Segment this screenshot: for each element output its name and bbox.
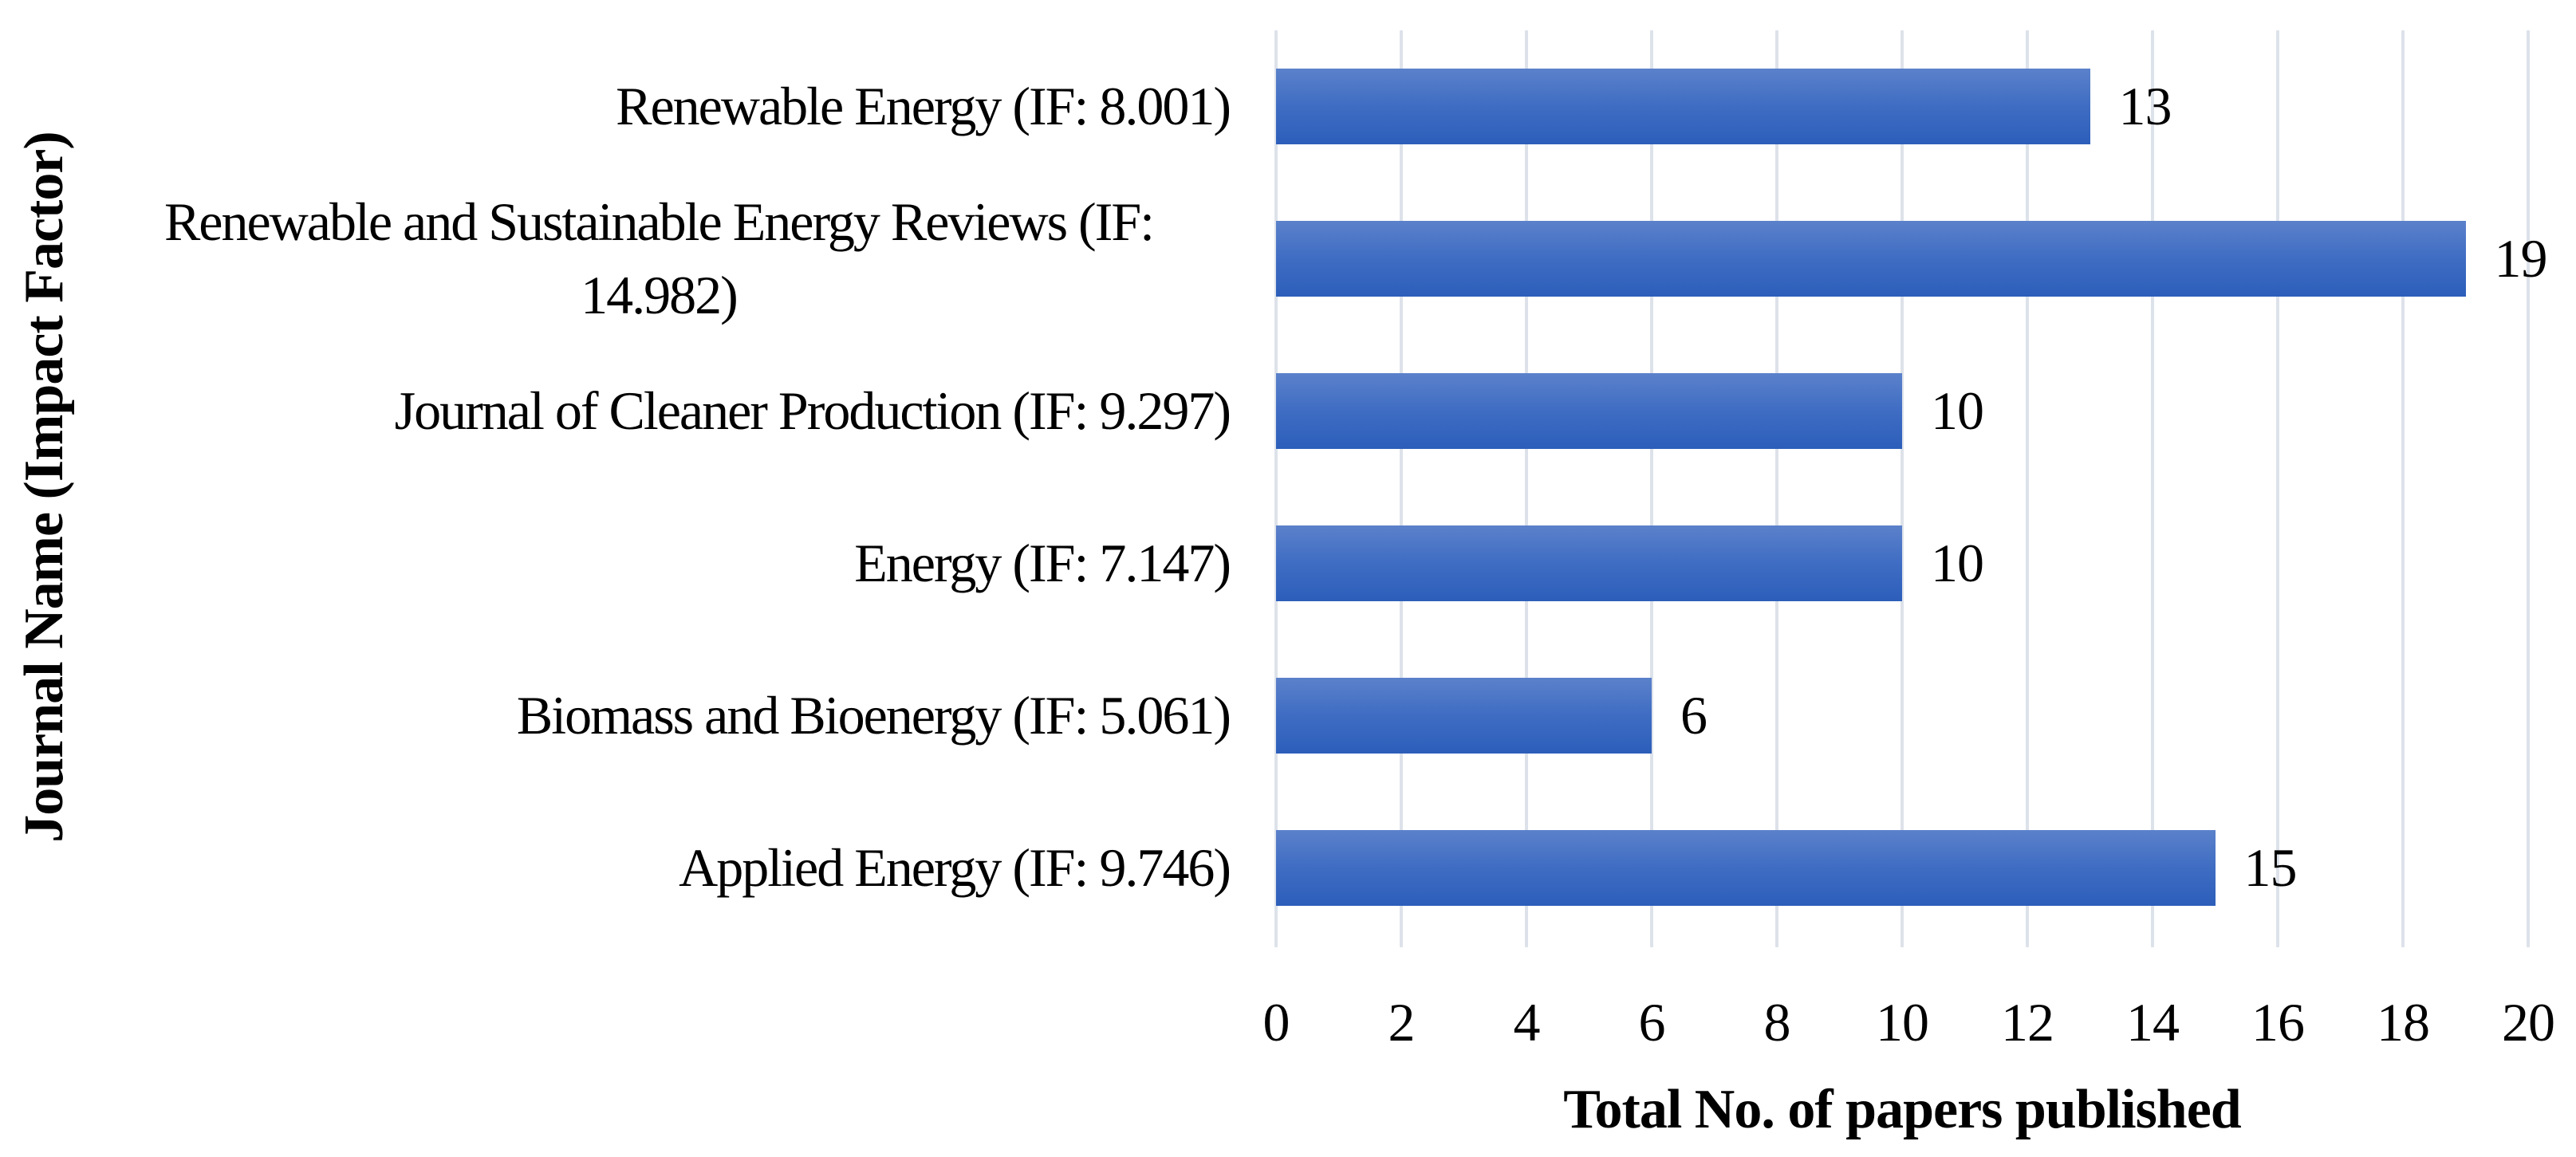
category-axis-labels: Renewable Energy (IF: 8.001) Renewable an…: [88, 30, 1231, 944]
gridline: [2527, 30, 2530, 947]
gridline: [1900, 30, 1904, 947]
gridline: [2276, 30, 2279, 947]
category-label: Energy (IF: 7.147): [854, 532, 1231, 593]
x-tick-label: 16: [2251, 992, 2305, 1053]
category-label: Renewable and Sustainable Energy Reviews…: [163, 191, 1155, 325]
bar: [1276, 830, 2216, 906]
gridline: [2026, 30, 2029, 947]
gridline: [1525, 30, 1528, 947]
category-label: Biomass and Bioenergy (IF: 5.061): [516, 684, 1231, 746]
category-row: Renewable Energy (IF: 8.001): [88, 30, 1231, 183]
category-label: Journal of Cleaner Production (IF: 9.297…: [394, 380, 1231, 441]
category-row: Journal of Cleaner Production (IF: 9.297…: [88, 335, 1231, 487]
x-tick-label: 0: [1262, 992, 1290, 1053]
gridline: [1400, 30, 1403, 947]
category-row: Biomass and Bioenergy (IF: 5.061): [88, 639, 1231, 792]
category-label: Renewable Energy (IF: 8.001): [616, 75, 1231, 136]
gridline: [1650, 30, 1653, 947]
x-tick-label: 2: [1388, 992, 1416, 1053]
x-tick-label: 14: [2126, 992, 2180, 1053]
bar: [1276, 373, 1902, 449]
bar-value-label: 13: [2118, 76, 2172, 136]
bar-value-label: 15: [2243, 837, 2298, 898]
x-tick-label: 12: [2001, 992, 2054, 1053]
gridline: [1775, 30, 1778, 947]
x-tick-label: 8: [1763, 992, 1791, 1053]
bar-value-label: 6: [1680, 685, 1707, 746]
x-tick-label: 6: [1638, 992, 1666, 1053]
x-tick-label: 20: [2502, 992, 2555, 1053]
bar-value-label: 10: [1931, 380, 1984, 441]
gridline: [2151, 30, 2154, 947]
gridline: [2401, 30, 2405, 947]
bar-value-label: 19: [2494, 228, 2548, 289]
bar: [1276, 678, 1652, 754]
bar: [1276, 525, 1902, 601]
plot-area: 13 19 10 10 6 15: [1274, 30, 2548, 947]
category-row: Renewable and Sustainable Energy Reviews…: [88, 183, 1230, 335]
category-label: Applied Energy (IF: 9.746): [679, 836, 1231, 898]
x-axis-title: Total No. of papers published: [1563, 1079, 2242, 1140]
category-row: Energy (IF: 7.147): [88, 487, 1231, 639]
y-axis-title: Journal Name (Impact Factor): [14, 132, 75, 843]
gridline: [1274, 30, 1278, 947]
x-axis-tick-labels: 0 2 4 6 8 10 12 14 16 18 20: [1263, 991, 2556, 1067]
bar: [1276, 69, 2090, 144]
category-row: Applied Energy (IF: 9.746): [88, 792, 1231, 944]
x-tick-label: 4: [1513, 992, 1541, 1053]
x-tick-label: 18: [2377, 992, 2430, 1053]
bar: [1276, 221, 2466, 297]
x-tick-label: 10: [1876, 992, 1929, 1053]
bar-value-label: 10: [1931, 533, 1984, 593]
